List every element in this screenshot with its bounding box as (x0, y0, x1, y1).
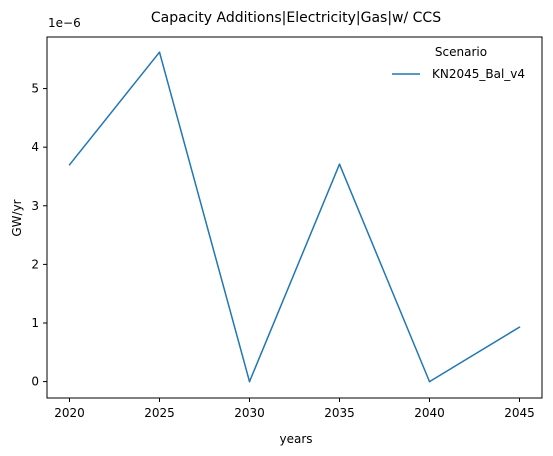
series-layer (68, 51, 521, 383)
x-axis-label: years (279, 432, 312, 446)
x-tick-label: 2030 (234, 406, 265, 420)
chart-title: Capacity Additions|Electricity|Gas|w/ CC… (151, 10, 441, 26)
y-tick-label: 0 (31, 375, 39, 389)
y-tick-label: 3 (31, 199, 39, 213)
legend-title: Scenario (435, 45, 487, 59)
y-axis-label: GW/yr (10, 199, 24, 236)
data-point (428, 380, 431, 383)
series-line-KN2045_Bal_v4 (68, 51, 520, 383)
x-axis-ticks: 2020 2025 2030 2035 2040 2045 (54, 398, 535, 420)
data-point (518, 326, 521, 328)
x-tick-label: 2040 (414, 406, 445, 420)
y-tick-label: 2 (31, 257, 39, 271)
plot-area-frame (46, 36, 543, 399)
y-tick-label: 4 (31, 140, 39, 154)
x-tick-label: 2045 (504, 406, 535, 420)
y-tick-label: 1 (31, 316, 39, 330)
y-tick-label: 5 (31, 82, 39, 96)
data-point (338, 163, 341, 165)
data-point (68, 164, 71, 166)
y-axis-ticks: 0 1 2 3 4 5 (31, 82, 47, 389)
x-tick-label: 2035 (324, 406, 355, 420)
data-point (248, 380, 251, 383)
data-point (158, 51, 161, 53)
x-tick-label: 2025 (144, 406, 175, 420)
legend-entry-label: KN2045_Bal_v4 (432, 67, 525, 81)
y-axis-scale-label: 1e−6 (48, 16, 81, 30)
legend: Scenario KN2045_Bal_v4 (392, 45, 525, 81)
x-tick-label: 2020 (54, 406, 85, 420)
